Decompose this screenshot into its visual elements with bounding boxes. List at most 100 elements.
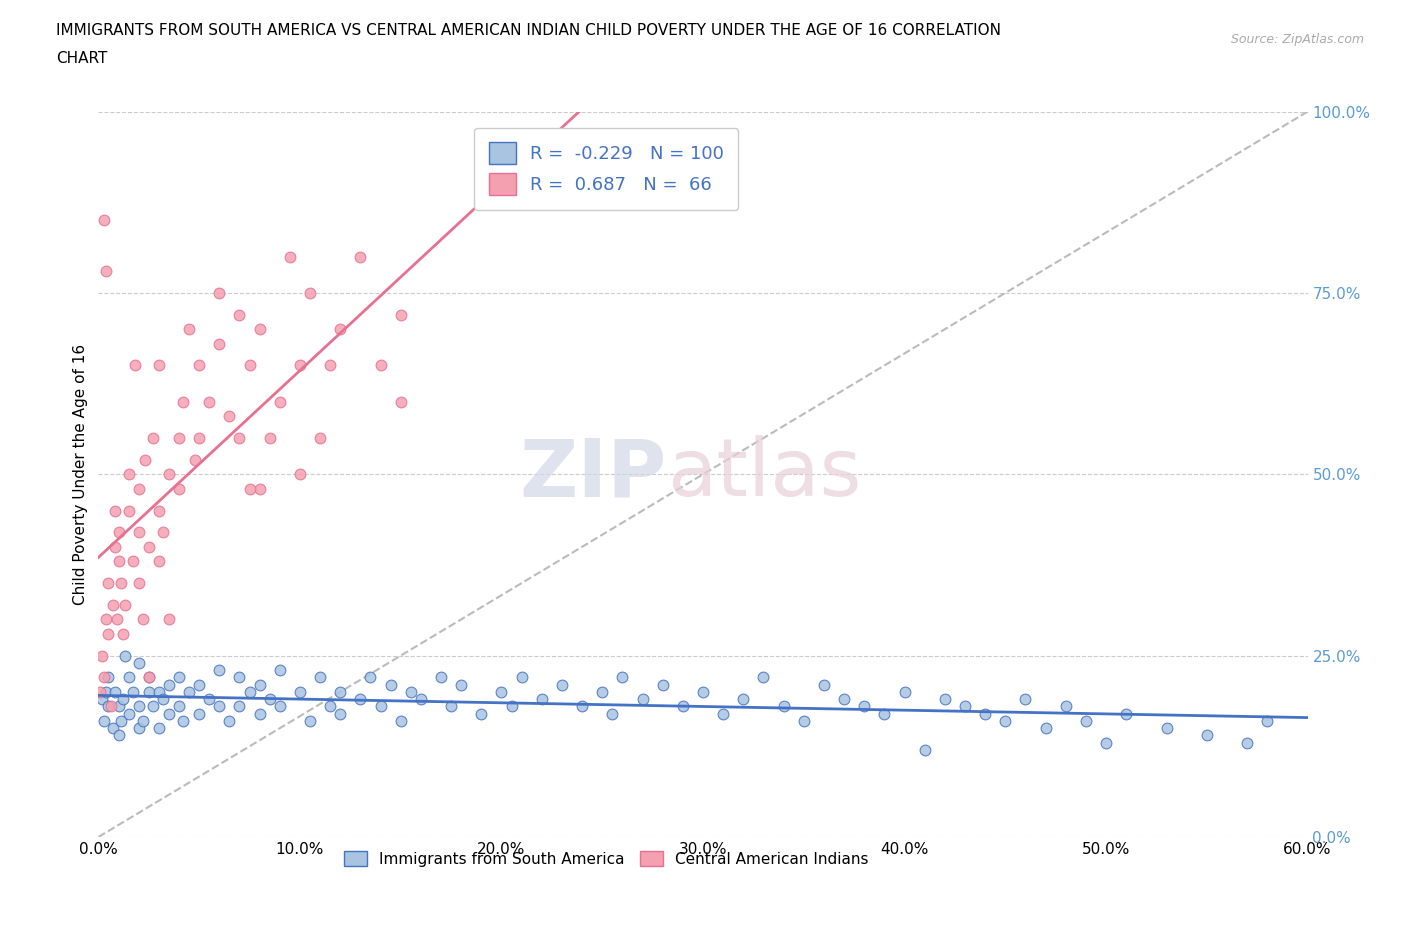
Point — [249, 677, 271, 692]
Point — [110, 576, 132, 591]
Point — [259, 692, 281, 707]
Point — [309, 431, 332, 445]
Point — [360, 670, 382, 684]
Point — [1195, 728, 1218, 743]
Point — [602, 706, 624, 721]
Point — [733, 692, 755, 707]
Point — [89, 684, 111, 699]
Point — [96, 612, 118, 627]
Point — [96, 264, 118, 279]
Point — [93, 213, 115, 228]
Point — [501, 699, 523, 714]
Point — [772, 699, 794, 714]
Point — [124, 358, 146, 373]
Point — [218, 713, 240, 728]
Point — [167, 482, 190, 497]
Point — [208, 337, 231, 352]
Point — [218, 409, 240, 424]
Point — [118, 467, 141, 482]
Point — [103, 684, 125, 699]
Point — [138, 670, 160, 684]
Point — [114, 597, 136, 612]
Point — [157, 706, 180, 721]
Point — [470, 706, 492, 721]
Point — [239, 358, 262, 373]
Point — [105, 612, 128, 627]
Point — [172, 713, 194, 728]
Point — [111, 627, 134, 642]
Point — [138, 539, 160, 554]
Point — [591, 684, 613, 699]
Point — [107, 728, 129, 743]
Point — [157, 467, 180, 482]
Point — [288, 358, 311, 373]
Point — [121, 554, 143, 569]
Point — [228, 431, 250, 445]
Point — [1014, 692, 1036, 707]
Point — [389, 307, 412, 322]
Point — [309, 670, 332, 684]
Point — [148, 684, 170, 699]
Point — [288, 467, 311, 482]
Point — [148, 554, 170, 569]
Point — [853, 699, 876, 714]
Point — [167, 670, 190, 684]
Point — [510, 670, 533, 684]
Point — [249, 706, 271, 721]
Point — [370, 358, 392, 373]
Point — [134, 452, 156, 467]
Point — [188, 677, 211, 692]
Point — [107, 699, 129, 714]
Point — [440, 699, 463, 714]
Text: Source: ZipAtlas.com: Source: ZipAtlas.com — [1230, 33, 1364, 46]
Point — [167, 699, 190, 714]
Point — [179, 322, 201, 337]
Point — [97, 576, 120, 591]
Point — [349, 692, 371, 707]
Point — [157, 677, 180, 692]
Point — [132, 713, 155, 728]
Point — [228, 670, 250, 684]
Point — [148, 503, 170, 518]
Point — [114, 648, 136, 663]
Point — [208, 286, 231, 300]
Text: ZIP: ZIP — [519, 435, 666, 513]
Point — [228, 699, 250, 714]
Point — [208, 663, 231, 678]
Text: atlas: atlas — [666, 435, 860, 513]
Point — [128, 525, 150, 539]
Point — [172, 394, 194, 409]
Point — [1115, 706, 1137, 721]
Point — [128, 656, 150, 671]
Point — [121, 684, 143, 699]
Point — [128, 576, 150, 591]
Legend: Immigrants from South America, Central American Indians: Immigrants from South America, Central A… — [337, 844, 875, 873]
Point — [239, 482, 262, 497]
Point — [329, 706, 352, 721]
Point — [934, 692, 956, 707]
Point — [101, 597, 124, 612]
Point — [103, 503, 125, 518]
Point — [319, 358, 342, 373]
Point — [107, 525, 129, 539]
Point — [278, 249, 301, 264]
Text: IMMIGRANTS FROM SOUTH AMERICA VS CENTRAL AMERICAN INDIAN CHILD POVERTY UNDER THE: IMMIGRANTS FROM SOUTH AMERICA VS CENTRAL… — [56, 23, 1001, 38]
Point — [692, 684, 714, 699]
Point — [179, 684, 201, 699]
Point — [873, 706, 896, 721]
Point — [97, 699, 120, 714]
Point — [389, 713, 412, 728]
Point — [672, 699, 695, 714]
Point — [370, 699, 392, 714]
Point — [93, 670, 115, 684]
Point — [329, 322, 352, 337]
Point — [100, 699, 122, 714]
Point — [97, 627, 120, 642]
Point — [893, 684, 915, 699]
Point — [651, 677, 673, 692]
Point — [110, 713, 132, 728]
Point — [198, 394, 221, 409]
Point — [96, 684, 118, 699]
Point — [299, 286, 322, 300]
Point — [430, 670, 453, 684]
